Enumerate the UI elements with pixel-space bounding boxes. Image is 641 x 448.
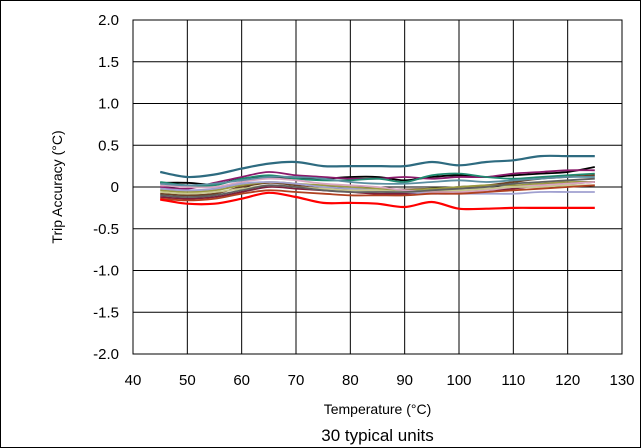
x-tick-labels: 40 50 60 70 80 90 100 110 120 130 — [125, 372, 635, 389]
series-line-11 — [160, 175, 595, 187]
x-axis-title: Temperature (°C) — [324, 401, 432, 417]
y-tick-labels: 2.0 1.5 1.0 0.5 0 -0.5 -1.0 -1.5 -2.0 — [93, 12, 119, 363]
y-tick-label: 0 — [111, 179, 119, 196]
series-group — [159, 154, 595, 211]
series-line-14 — [160, 184, 595, 202]
x-tick-label: 40 — [125, 372, 142, 389]
plot-border — [132, 19, 623, 355]
y-tick-label: 0.5 — [98, 137, 119, 154]
series-line-2 — [160, 191, 595, 211]
x-tick-label: 50 — [179, 372, 196, 389]
x-tick-label: 90 — [396, 372, 413, 389]
x-tick-label: 130 — [609, 372, 634, 389]
x-tick-label: 80 — [342, 372, 359, 389]
y-axis-title: Trip Accuracy (°C) — [49, 130, 65, 243]
y-tick-label: 1.5 — [98, 54, 119, 71]
series-line-7 — [160, 180, 595, 193]
y-tick-label: -1.0 — [93, 263, 119, 280]
x-tick-label: 100 — [446, 372, 471, 389]
series-line-1 — [159, 154, 595, 179]
x-tick-label: 120 — [555, 372, 580, 389]
series-line-13 — [160, 177, 595, 198]
y-tick-label: -0.5 — [93, 221, 119, 238]
x-tick-label: 70 — [288, 372, 305, 389]
y-tick-label: 1.0 — [98, 96, 119, 113]
x-tick-label: 110 — [501, 372, 525, 389]
series-line-12 — [160, 184, 595, 195]
x-tick-label: 60 — [233, 372, 250, 389]
y-tick-label: -2.0 — [93, 346, 119, 363]
chart-caption: 30 typical units — [321, 426, 433, 445]
y-tick-label: 2.0 — [98, 12, 119, 29]
y-tick-label: -1.5 — [93, 304, 119, 321]
